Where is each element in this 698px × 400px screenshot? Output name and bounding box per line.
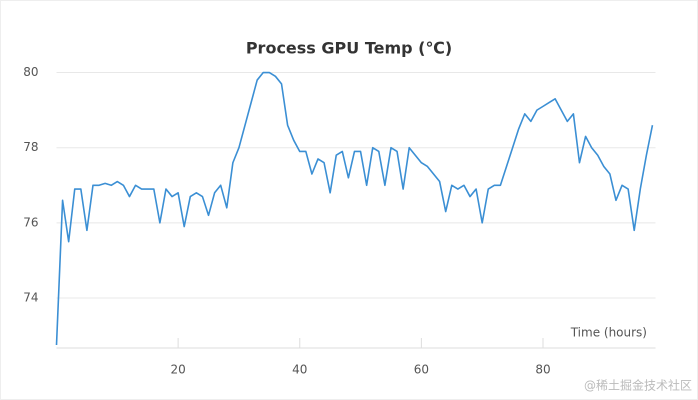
x-tick-label: 20 <box>170 363 185 377</box>
y-tick-label: 78 <box>23 140 38 154</box>
x-tick-label: 40 <box>292 363 307 377</box>
x-tick-label: 80 <box>535 363 550 377</box>
chart-title: Process GPU Temp (℃) <box>246 39 452 58</box>
watermark: @稀土掘金技术社区 <box>584 378 692 393</box>
y-tick-label: 74 <box>23 291 38 305</box>
x-axis-label: Time (hours) <box>570 326 647 340</box>
x-tick-label: 60 <box>414 363 429 377</box>
line <box>55 71 654 346</box>
y-tick-label: 76 <box>23 215 38 229</box>
y-tick-label: 80 <box>23 65 38 79</box>
